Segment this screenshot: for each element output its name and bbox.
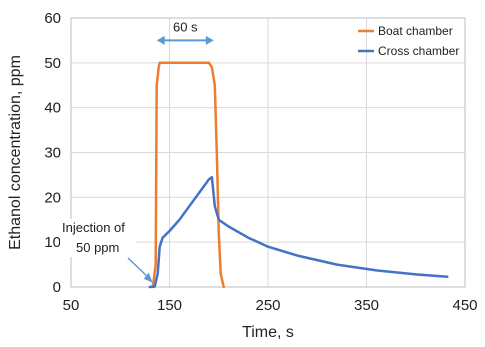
y-tick-60: 60 bbox=[44, 10, 61, 27]
series-lines bbox=[148, 61, 449, 289]
y-tick-0: 0 bbox=[53, 279, 61, 296]
y-axis-ticks: 0 10 20 30 40 50 60 bbox=[44, 10, 61, 296]
duration-arrow-head-left bbox=[156, 35, 165, 45]
x-axis-title: Time, s bbox=[242, 324, 294, 341]
injection-annotation: Injection of 50 ppm bbox=[60, 219, 153, 283]
plot-area-border bbox=[70, 17, 466, 288]
injection-label-background bbox=[60, 219, 136, 257]
x-tick-50: 50 bbox=[63, 297, 80, 314]
x-tick-250: 250 bbox=[255, 297, 280, 314]
x-tick-150: 150 bbox=[157, 297, 182, 314]
duration-arrow-head-right bbox=[205, 35, 214, 45]
legend-label-cross-chamber: Cross chamber bbox=[378, 44, 459, 58]
y-tick-20: 20 bbox=[44, 189, 61, 206]
y-tick-10: 10 bbox=[44, 234, 61, 251]
y-tick-30: 30 bbox=[44, 145, 61, 162]
legend: Boat chamber Cross chamber bbox=[358, 24, 459, 58]
y-axis-title: Ethanol concentration, ppm bbox=[7, 55, 24, 250]
x-axis-ticks: 50 150 250 350 450 bbox=[63, 297, 478, 314]
x-tick-450: 450 bbox=[452, 297, 477, 314]
duration-label: 60 s bbox=[173, 19, 198, 34]
y-tick-50: 50 bbox=[44, 55, 61, 72]
series-line-boat-chamber bbox=[151, 61, 225, 289]
injection-arrow-head bbox=[143, 272, 153, 283]
injection-label-line-2: 50 ppm bbox=[76, 240, 119, 255]
y-tick-40: 40 bbox=[44, 100, 61, 117]
injection-label-line-1: Injection of bbox=[62, 220, 125, 235]
injection-arrow-line bbox=[127, 257, 150, 279]
series-line-cross-chamber bbox=[148, 175, 449, 289]
legend-label-boat-chamber: Boat chamber bbox=[378, 24, 453, 38]
duration-annotation: 60 s bbox=[156, 19, 214, 45]
x-tick-350: 350 bbox=[354, 297, 379, 314]
